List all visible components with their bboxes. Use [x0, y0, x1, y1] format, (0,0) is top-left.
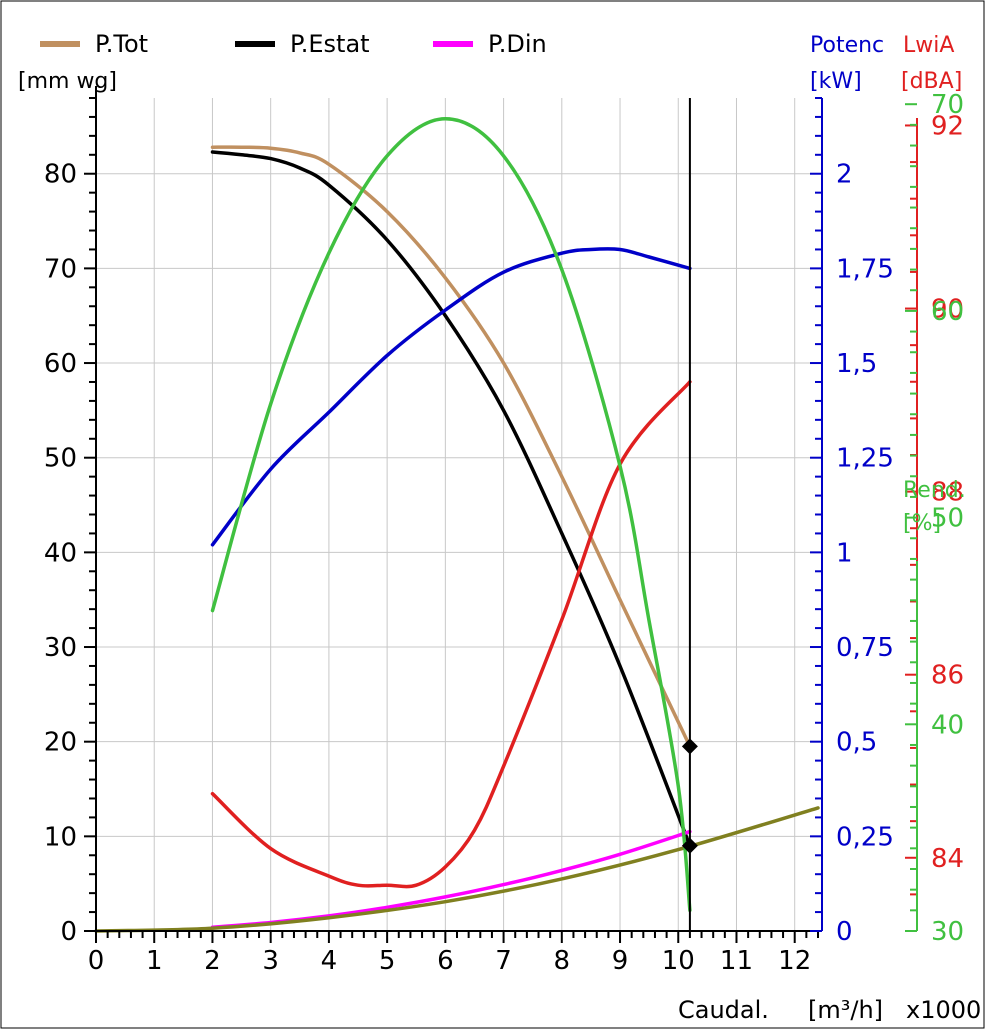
power-tick-label: 0,25: [836, 822, 894, 852]
power-tick-label: 1,5: [836, 349, 877, 379]
efficiency-tick-label: 50: [931, 504, 964, 534]
x-axis-unit: [m³/h]: [808, 996, 883, 1024]
operating-point-marker-2: [681, 837, 698, 854]
power-tick-label: 0,75: [836, 633, 894, 663]
pressure-tick-label: 70: [44, 254, 77, 284]
legend-label: P.Tot: [95, 30, 148, 58]
efficiency-tick-label: 40: [931, 710, 964, 740]
plot-grid: [96, 98, 818, 931]
efficiency-tick-label: 30: [931, 917, 964, 947]
x-tick-label: 4: [321, 946, 338, 976]
legend-label: P.Estat: [290, 30, 370, 58]
x-tick-label: 3: [262, 946, 279, 976]
power-tick-label: 1,25: [836, 444, 894, 474]
x-tick-label: 7: [495, 946, 512, 976]
pressure-unit-label: [mm wg]: [18, 69, 117, 94]
efficiency-tick-label: 70: [931, 90, 964, 120]
noise-tick-label: 88: [931, 478, 964, 508]
noise-tick-label: 92: [931, 111, 964, 141]
noise-tick-label: 90: [931, 295, 964, 325]
power-tick-label: 2: [836, 160, 853, 190]
series-line-pstat: [210, 150, 692, 848]
series-layer: [94, 98, 820, 933]
labels-layer: 0 1 2 3 4 5 6 7 8 9 10 11 120102030405060708000,250,…: [18, 30, 981, 1024]
pressure-tick-label: 30: [44, 633, 77, 663]
series-line-ptot: [210, 145, 692, 749]
pressure-tick-label: 50: [44, 444, 77, 474]
x-tick-label: 0: [88, 946, 105, 976]
x-tick-label: 8: [554, 946, 571, 976]
efficiency-title-label: Rend.: [903, 478, 966, 503]
efficiency-tick-label: 60: [931, 297, 964, 327]
x-axis-label: Caudal.: [678, 996, 769, 1024]
pressure-tick-label: 60: [44, 349, 77, 379]
x-tick-label: 11: [720, 946, 753, 976]
noise-unit-label: [dBA]: [901, 69, 962, 94]
noise-tick-label: 86: [931, 661, 964, 691]
axes-layer: [84, 86, 918, 943]
series-line-noise: [210, 380, 692, 889]
series-line-efficiency: [210, 116, 692, 913]
legend-label: P.Din: [488, 30, 547, 58]
noise-title-label: LwiA: [903, 33, 954, 58]
x-tick-label: 1: [146, 946, 163, 976]
operating-point-marker-1: [681, 738, 698, 755]
power-tick-label: 0: [836, 917, 853, 947]
x-tick-label: 6: [437, 946, 454, 976]
power-unit-label: [kW]: [810, 69, 862, 94]
x-tick-label: 5: [379, 946, 396, 976]
series-line-power: [210, 246, 692, 547]
pressure-tick-label: 80: [44, 160, 77, 190]
x-tick-label: 2: [204, 946, 221, 976]
x-tick-label: 12: [778, 946, 811, 976]
x-axis-multiplier: x1000: [906, 996, 981, 1024]
pressure-tick-label: 0: [60, 917, 77, 947]
pressure-tick-label: 10: [44, 822, 77, 852]
efficiency-unit-label: [%]: [903, 511, 941, 536]
power-tick-label: 1,75: [836, 254, 894, 284]
pressure-tick-label: 20: [44, 728, 77, 758]
pressure-tick-label: 40: [44, 538, 77, 568]
power-title-label: Potenc: [810, 33, 884, 58]
x-tick-label: 10: [662, 946, 695, 976]
power-tick-label: 1: [836, 538, 853, 568]
x-tick-label: 9: [612, 946, 629, 976]
power-tick-label: 0,5: [836, 728, 877, 758]
noise-tick-label: 84: [931, 844, 964, 874]
